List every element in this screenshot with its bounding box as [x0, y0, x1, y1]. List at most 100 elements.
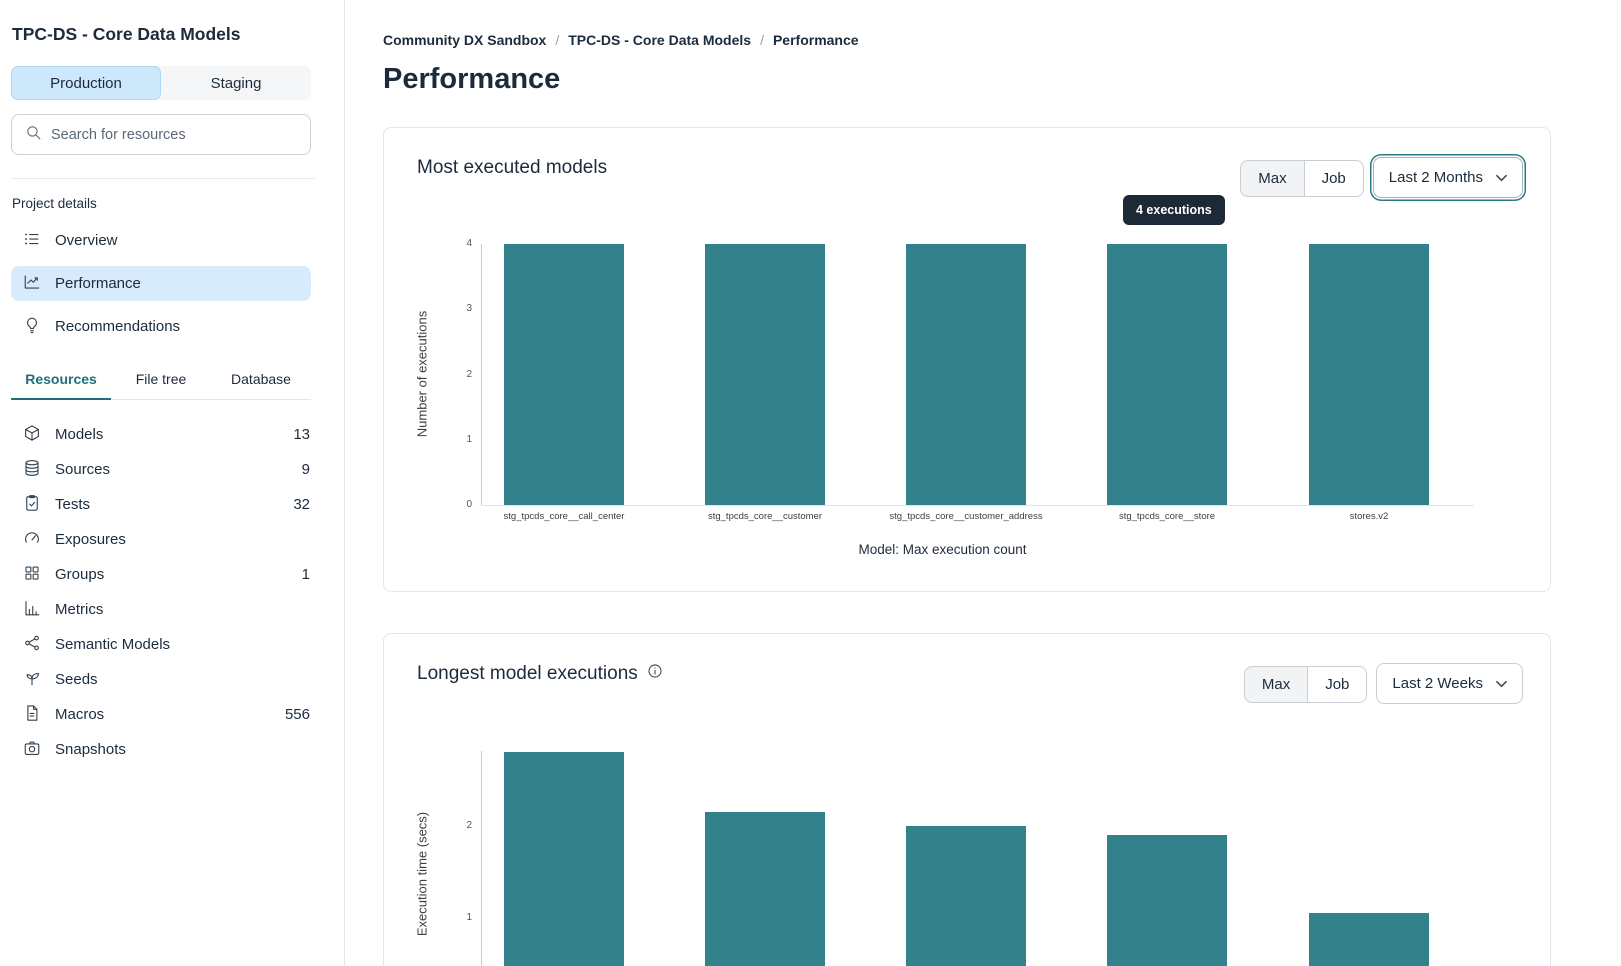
sidebar-item-overview[interactable]: Overview — [11, 223, 311, 258]
sidebar-item-exposures[interactable]: Exposures — [11, 522, 311, 557]
tab-staging[interactable]: Staging — [161, 66, 311, 100]
chart-bar[interactable] — [504, 244, 624, 505]
resource-count: 1 — [301, 566, 310, 583]
tab-database[interactable]: Database — [211, 371, 311, 400]
breadcrumb: Community DX Sandbox / TPC-DS - Core Data … — [383, 32, 1621, 48]
time-range-value: Last 2 Months — [1388, 169, 1483, 186]
info-icon[interactable] — [647, 663, 663, 685]
card-title: Most executed models — [417, 157, 608, 178]
sidebar-item-sources[interactable]: Sources 9 — [11, 452, 311, 487]
resource-label: Snapshots — [55, 741, 126, 758]
project-nav: Overview Performance Recommendations — [11, 223, 311, 344]
chart-bar[interactable] — [1309, 913, 1429, 966]
breadcrumb-separator: / — [555, 32, 560, 48]
y-tick-label: 4 — [466, 238, 472, 249]
chart-bar[interactable] — [1107, 835, 1227, 966]
x-tick-label: stores.v2 — [1349, 511, 1389, 522]
cube-icon — [23, 424, 41, 446]
bar-chart-icon — [23, 599, 41, 621]
sidebar-item-models[interactable]: Models 13 — [11, 417, 311, 452]
sidebar-item-label: Overview — [55, 232, 118, 249]
sidebar-item-snapshots[interactable]: Snapshots — [11, 732, 311, 767]
sidebar-item-performance[interactable]: Performance — [11, 266, 311, 301]
chart-bar[interactable] — [504, 752, 624, 966]
x-tick-label: stg_tpcds_core__customer_address — [889, 511, 1043, 522]
sidebar-item-seeds[interactable]: Seeds — [11, 662, 311, 697]
search-input[interactable] — [51, 126, 297, 143]
x-axis-title: Model: Max execution count — [858, 542, 1027, 557]
document-icon — [23, 704, 41, 726]
job-toggle-button[interactable]: Job — [1307, 666, 1368, 703]
chart-bar[interactable] — [705, 812, 825, 966]
chart-tooltip: 4 executions — [1123, 195, 1225, 225]
chart-bar[interactable] — [705, 244, 825, 505]
chart-bar[interactable] — [906, 244, 1026, 505]
project-title: TPC-DS - Core Data Models — [12, 24, 241, 44]
max-toggle-button[interactable]: Max — [1240, 160, 1305, 197]
sidebar-item-macros[interactable]: Macros 556 — [11, 697, 311, 732]
resource-label: Macros — [55, 706, 105, 723]
sidebar-item-semantic-models[interactable]: Semantic Models — [11, 627, 311, 662]
x-tick-label: stg_tpcds_core__customer — [707, 511, 823, 522]
y-axis-line — [481, 244, 482, 505]
chevron-down-icon — [1496, 675, 1507, 692]
resource-label: Groups — [55, 566, 105, 583]
chart-bar[interactable] — [1107, 244, 1227, 505]
x-tick-label: stg_tpcds_core__store — [1118, 511, 1216, 522]
resource-count: 556 — [284, 706, 310, 723]
tab-file-tree[interactable]: File tree — [111, 371, 211, 400]
time-range-value: Last 2 Weeks — [1392, 675, 1483, 692]
chart-controls: Max Job Last 2 Months — [1240, 157, 1523, 198]
longest-model-executions-card: Longest model executions Max Job Last 2 … — [383, 633, 1551, 966]
sidebar: TPC-DS - Core Data Models Production Sta… — [0, 0, 345, 966]
project-details-label: Project details — [12, 196, 97, 211]
resource-label: Semantic Models — [55, 636, 171, 653]
chart-bar[interactable] — [1309, 244, 1429, 505]
job-toggle-button[interactable]: Job — [1303, 160, 1364, 197]
resource-count: 13 — [293, 426, 310, 443]
chevron-down-icon — [1496, 169, 1507, 186]
resource-label: Metrics — [55, 601, 104, 618]
breadcrumb-item[interactable]: TPC-DS - Core Data Models — [568, 32, 752, 48]
time-range-dropdown[interactable]: Last 2 Months — [1372, 157, 1523, 198]
resource-label: Models — [55, 426, 104, 443]
max-job-toggle: Max Job — [1240, 160, 1364, 197]
y-tick-label: 0 — [466, 499, 472, 510]
time-range-dropdown[interactable]: Last 2 Weeks — [1376, 663, 1523, 704]
breadcrumb-item[interactable]: Community DX Sandbox — [383, 32, 547, 48]
most-executed-models-chart: 0 1 2 3 4 Number of executions stg_tpcds_core_… — [384, 128, 1550, 591]
tab-resources[interactable]: Resources — [11, 371, 111, 400]
most-executed-models-card: Most executed models Max Job Last 2 Mont… — [383, 127, 1551, 592]
sidebar-divider — [11, 178, 315, 179]
gauge-icon — [23, 529, 41, 551]
resource-label: Exposures — [55, 531, 126, 548]
resource-tabs: Resources File tree Database — [11, 371, 311, 400]
chart-bar[interactable] — [906, 826, 1026, 966]
sidebar-item-recommendations[interactable]: Recommendations — [11, 309, 311, 344]
x-tick-label: stg_tpcds_core__call_center — [503, 511, 625, 522]
main-content: Community DX Sandbox / TPC-DS - Core Data … — [345, 0, 1621, 966]
y-tick-label: 2 — [466, 820, 472, 831]
x-axis-line — [481, 505, 1474, 506]
camera-icon — [23, 739, 41, 761]
sidebar-item-groups[interactable]: Groups 1 — [11, 557, 311, 592]
breadcrumb-separator: / — [760, 32, 764, 48]
list-icon — [23, 230, 41, 252]
resource-list: Models 13 Sources 9 Tests 32 Exposures G… — [11, 417, 311, 767]
clipboard-check-icon — [23, 494, 41, 516]
seedling-icon — [23, 669, 41, 691]
search-icon — [25, 124, 42, 146]
database-icon — [23, 459, 41, 481]
search-box[interactable] — [11, 114, 311, 155]
sidebar-item-tests[interactable]: Tests 32 — [11, 487, 311, 522]
max-job-toggle: Max Job — [1243, 666, 1368, 703]
y-tick-label: 1 — [466, 433, 472, 445]
sidebar-item-label: Recommendations — [55, 318, 181, 335]
y-axis-label: Number of executions — [414, 310, 430, 438]
tab-production[interactable]: Production — [11, 66, 161, 100]
resource-label: Tests — [55, 496, 91, 513]
lightbulb-icon — [23, 316, 41, 338]
sidebar-item-metrics[interactable]: Metrics — [11, 592, 311, 627]
network-icon — [23, 634, 41, 656]
longest-model-executions-chart: 1 2 Execution time (secs) — [384, 634, 1550, 966]
